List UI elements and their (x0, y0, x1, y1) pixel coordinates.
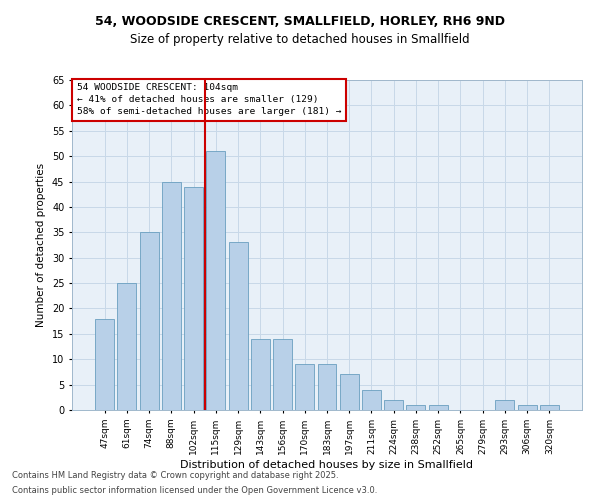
Text: 54 WOODSIDE CRESCENT: 104sqm
← 41% of detached houses are smaller (129)
58% of s: 54 WOODSIDE CRESCENT: 104sqm ← 41% of de… (77, 84, 341, 116)
Bar (362, 390, 381, 410)
Bar (295, 364, 314, 410)
Bar (406, 405, 425, 410)
Text: Contains public sector information licensed under the Open Government Licence v3: Contains public sector information licen… (12, 486, 377, 495)
Bar (118, 283, 136, 410)
Bar (95, 318, 114, 410)
Bar (540, 405, 559, 410)
Text: 54, WOODSIDE CRESCENT, SMALLFIELD, HORLEY, RH6 9ND: 54, WOODSIDE CRESCENT, SMALLFIELD, HORLE… (95, 15, 505, 28)
Text: Contains HM Land Registry data © Crown copyright and database right 2025.: Contains HM Land Registry data © Crown c… (12, 471, 338, 480)
Bar (496, 400, 514, 410)
Y-axis label: Number of detached properties: Number of detached properties (37, 163, 46, 327)
Bar (162, 182, 181, 410)
Bar (140, 232, 158, 410)
Bar (184, 186, 203, 410)
Bar (273, 339, 292, 410)
X-axis label: Distribution of detached houses by size in Smallfield: Distribution of detached houses by size … (181, 460, 473, 469)
Bar (251, 339, 270, 410)
Bar (229, 242, 248, 410)
Bar (340, 374, 359, 410)
Bar (206, 151, 225, 410)
Bar (317, 364, 337, 410)
Bar (384, 400, 403, 410)
Bar (518, 405, 536, 410)
Bar (429, 405, 448, 410)
Text: Size of property relative to detached houses in Smallfield: Size of property relative to detached ho… (130, 32, 470, 46)
